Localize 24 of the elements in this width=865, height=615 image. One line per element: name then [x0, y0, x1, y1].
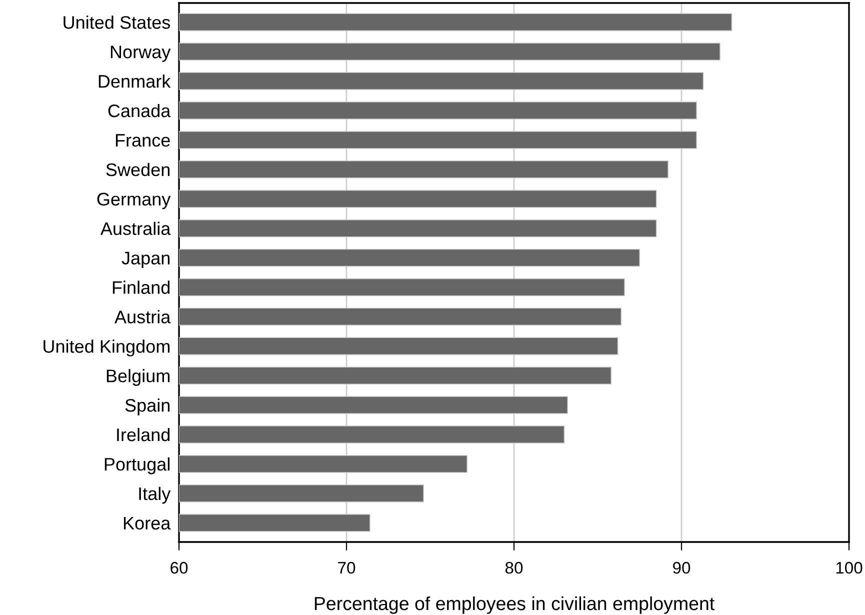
x-tick-label: 70 [338, 562, 356, 574]
y-tick-label: Belgium [106, 369, 170, 386]
y-tick-label: Austria [114, 310, 171, 324]
x-tick-label: 90 [673, 562, 690, 574]
x-tick-label: 100 [836, 562, 862, 574]
y-tick-label: Italy [139, 486, 171, 504]
x-tick-label: 80 [505, 562, 523, 574]
y-tick-label: France [116, 134, 170, 147]
y-tick-label: United Kingdom [44, 340, 170, 356]
y-tick-label: Portugal [104, 457, 170, 474]
y-tick-label: United States [64, 16, 170, 29]
y-tick-label: Finland [112, 280, 170, 294]
x-axis-title: Percentage of employees in civilian employment [314, 596, 714, 614]
y-tick-label: Denmark [98, 74, 171, 88]
y-tick-label: Sweden [106, 162, 170, 176]
y-tick-label: Japan [122, 252, 170, 268]
y-tick-label: Spain [125, 398, 170, 416]
x-tick-label: 60 [170, 562, 188, 574]
y-tick-label: Ireland [117, 428, 170, 442]
y-tick-label: Canada [108, 104, 171, 118]
y-tick-label: Germany [97, 192, 171, 210]
y-tick-label: Korea [124, 516, 171, 530]
y-tick-label: Australia [100, 222, 171, 236]
y-tick-label: Norway [110, 46, 171, 62]
